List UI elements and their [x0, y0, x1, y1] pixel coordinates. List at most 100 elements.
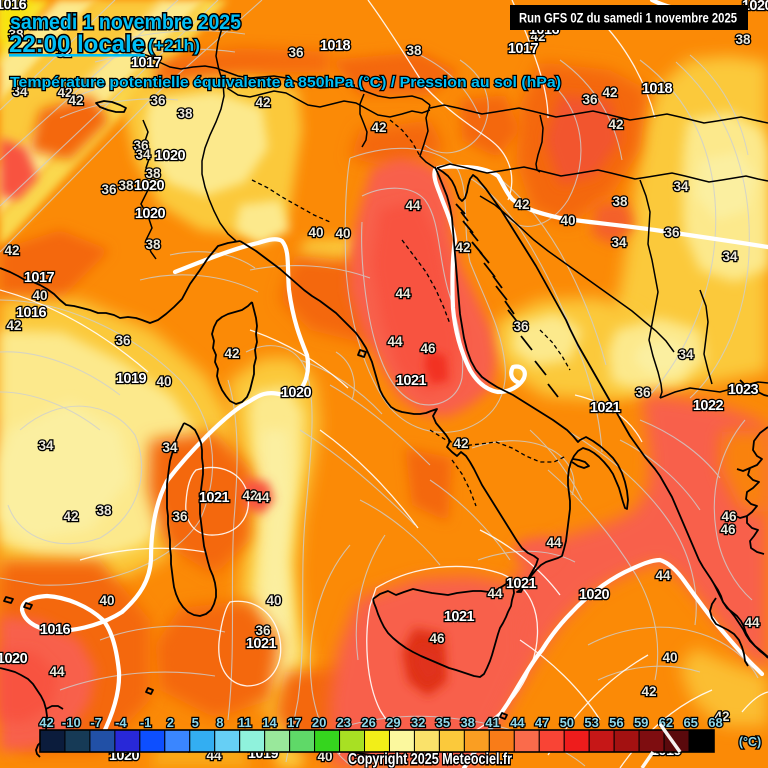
- svg-text:42: 42: [371, 120, 386, 135]
- svg-text:1020: 1020: [134, 178, 165, 194]
- svg-text:59: 59: [634, 715, 648, 730]
- svg-text:1020: 1020: [742, 0, 768, 14]
- svg-text:-7: -7: [90, 715, 102, 730]
- svg-text:42: 42: [602, 85, 617, 100]
- svg-text:44: 44: [487, 586, 503, 601]
- svg-text:34: 34: [162, 440, 178, 455]
- svg-text:samedi 1 novembre 2025: samedi 1 novembre 2025: [10, 11, 241, 34]
- svg-text:34: 34: [722, 249, 738, 264]
- svg-text:47: 47: [535, 715, 549, 730]
- svg-text:56: 56: [609, 715, 623, 730]
- svg-text:44: 44: [49, 664, 65, 679]
- svg-text:1016: 1016: [16, 305, 47, 321]
- svg-text:38: 38: [8, 27, 24, 42]
- svg-text:38: 38: [145, 237, 161, 252]
- svg-text:38: 38: [406, 43, 422, 58]
- svg-text:5: 5: [192, 715, 199, 730]
- svg-text:32: 32: [411, 715, 425, 730]
- svg-text:2: 2: [167, 715, 174, 730]
- svg-text:36: 36: [664, 225, 680, 240]
- svg-text:20: 20: [312, 715, 326, 730]
- svg-text:46: 46: [420, 341, 436, 356]
- svg-text:1020: 1020: [0, 651, 28, 667]
- svg-text:1016: 1016: [0, 0, 27, 13]
- svg-text:42: 42: [224, 346, 239, 361]
- svg-text:36: 36: [133, 138, 149, 153]
- svg-text:-1: -1: [140, 715, 152, 730]
- svg-text:40: 40: [99, 593, 114, 608]
- svg-text:44: 44: [510, 715, 525, 730]
- svg-text:40: 40: [308, 225, 323, 240]
- svg-text:53: 53: [584, 715, 598, 730]
- svg-text:40: 40: [266, 593, 281, 608]
- svg-text:34: 34: [611, 235, 627, 250]
- svg-text:38: 38: [612, 194, 628, 209]
- svg-text:29: 29: [386, 715, 400, 730]
- svg-text:36: 36: [115, 333, 131, 348]
- svg-text:1018: 1018: [642, 81, 673, 97]
- svg-text:42: 42: [514, 197, 529, 212]
- svg-text:40: 40: [662, 650, 677, 665]
- svg-text:42: 42: [608, 117, 623, 132]
- svg-text:44: 44: [744, 615, 760, 630]
- svg-text:36: 36: [101, 182, 117, 197]
- svg-text:1023: 1023: [728, 382, 759, 398]
- svg-text:1018: 1018: [320, 38, 351, 54]
- svg-text:1021: 1021: [246, 636, 277, 652]
- svg-text:44: 44: [387, 334, 403, 349]
- svg-text:38: 38: [735, 32, 751, 47]
- svg-text:1017: 1017: [131, 55, 162, 71]
- svg-text:65: 65: [683, 715, 697, 730]
- svg-text:14: 14: [262, 715, 277, 730]
- svg-text:1021: 1021: [396, 373, 427, 389]
- svg-text:44: 44: [405, 198, 421, 213]
- svg-text:Copyright 2025 Meteociel.fr: Copyright 2025 Meteociel.fr: [348, 751, 512, 768]
- svg-text:50: 50: [560, 715, 574, 730]
- svg-text:42: 42: [57, 85, 72, 100]
- svg-text:1020: 1020: [579, 587, 610, 603]
- svg-text:42: 42: [641, 684, 656, 699]
- svg-text:11: 11: [238, 715, 252, 730]
- svg-text:1017: 1017: [24, 270, 55, 286]
- svg-text:34: 34: [673, 179, 689, 194]
- svg-text:38: 38: [460, 715, 474, 730]
- svg-text:23: 23: [337, 715, 351, 730]
- svg-text:46: 46: [720, 522, 736, 537]
- svg-text:1020: 1020: [155, 148, 186, 164]
- svg-text:22:00 locale: 22:00 locale: [9, 31, 145, 58]
- svg-text:38: 38: [145, 166, 161, 181]
- svg-text:1020: 1020: [281, 385, 312, 401]
- svg-text:34: 34: [12, 84, 28, 99]
- svg-text:40: 40: [335, 226, 350, 241]
- svg-text:(°C): (°C): [739, 735, 761, 749]
- svg-text:1021: 1021: [506, 576, 537, 592]
- svg-text:42: 42: [68, 93, 83, 108]
- svg-text:68: 68: [708, 715, 722, 730]
- svg-text:36: 36: [172, 509, 188, 524]
- svg-text:38: 38: [177, 106, 193, 121]
- svg-text:40: 40: [560, 213, 575, 228]
- svg-text:-4: -4: [115, 715, 127, 730]
- svg-text:(+21h): (+21h): [148, 36, 200, 55]
- svg-text:44: 44: [254, 490, 270, 505]
- svg-text:42: 42: [63, 509, 78, 524]
- svg-text:1017: 1017: [508, 41, 539, 57]
- svg-text:41: 41: [485, 715, 499, 730]
- svg-text:46: 46: [721, 509, 737, 524]
- svg-text:Température potentielle équiva: Température potentielle équivalente à 85…: [10, 74, 561, 91]
- svg-text:1020: 1020: [135, 206, 166, 222]
- svg-text:36: 36: [255, 623, 271, 638]
- svg-text:40: 40: [32, 288, 47, 303]
- svg-text:38: 38: [118, 178, 134, 193]
- svg-text:34: 34: [678, 347, 694, 362]
- svg-text:17: 17: [287, 715, 301, 730]
- svg-text:44: 44: [395, 286, 411, 301]
- svg-text:42: 42: [6, 318, 21, 333]
- svg-text:36: 36: [635, 385, 651, 400]
- svg-text:42: 42: [453, 436, 468, 451]
- svg-text:35: 35: [436, 715, 450, 730]
- svg-text:1021: 1021: [444, 609, 475, 625]
- svg-text:42: 42: [4, 243, 19, 258]
- svg-text:-10: -10: [62, 715, 81, 730]
- svg-text:36: 36: [582, 92, 598, 107]
